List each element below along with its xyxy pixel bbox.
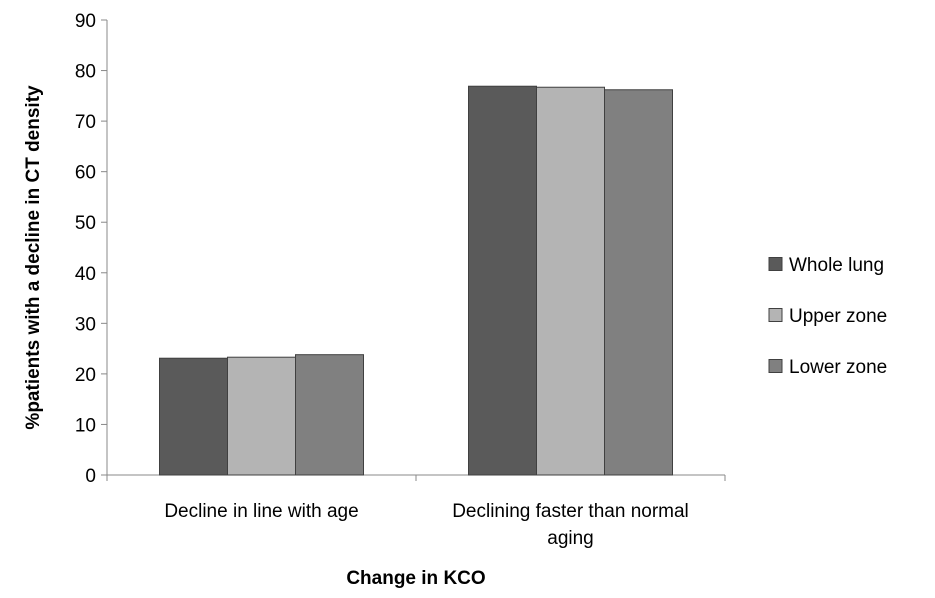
legend-swatch	[768, 359, 783, 373]
x-tick-label: Decline in line with age	[164, 501, 358, 522]
legend-label: Whole lung	[789, 255, 884, 276]
y-tick-label: 80	[75, 62, 96, 83]
bar	[295, 354, 364, 476]
y-tick-label: 70	[75, 112, 96, 133]
legend-item: Lower zone	[768, 357, 887, 378]
legend-swatch	[768, 308, 783, 322]
y-tick-label: 90	[75, 11, 96, 32]
legend-swatch	[768, 257, 783, 271]
x-tick-label: Declining faster than normal	[452, 501, 689, 522]
y-tick-label: 60	[75, 163, 96, 184]
bar	[468, 85, 537, 476]
bar	[159, 357, 228, 476]
x-axis-title: Change in KCO	[346, 568, 485, 589]
y-axis-title: %patients with a decline in CT density	[23, 85, 44, 430]
x-tick-label: aging	[547, 528, 594, 549]
bar	[536, 86, 605, 476]
legend-label: Lower zone	[789, 357, 887, 378]
bars	[159, 85, 673, 476]
y-tick-label: 40	[75, 264, 96, 285]
legend: Whole lung Upper zone Lower zone	[768, 255, 887, 378]
legend-item: Whole lung	[768, 255, 884, 276]
x-axis	[106, 474, 726, 481]
y-tick-label: 20	[75, 365, 96, 386]
bar	[604, 89, 673, 476]
legend-item: Upper zone	[768, 306, 887, 327]
y-tick-label: 0	[85, 466, 96, 487]
legend-label: Upper zone	[789, 306, 887, 327]
y-tick-label: 30	[75, 314, 96, 335]
y-axis: 0 10 20 30 40 50 60 70 80 90	[75, 11, 108, 487]
y-tick-label: 10	[75, 415, 96, 436]
y-tick-label: 50	[75, 213, 96, 234]
bar	[227, 356, 296, 476]
x-tick-labels: Decline in line with age Declining faster…	[164, 501, 688, 549]
